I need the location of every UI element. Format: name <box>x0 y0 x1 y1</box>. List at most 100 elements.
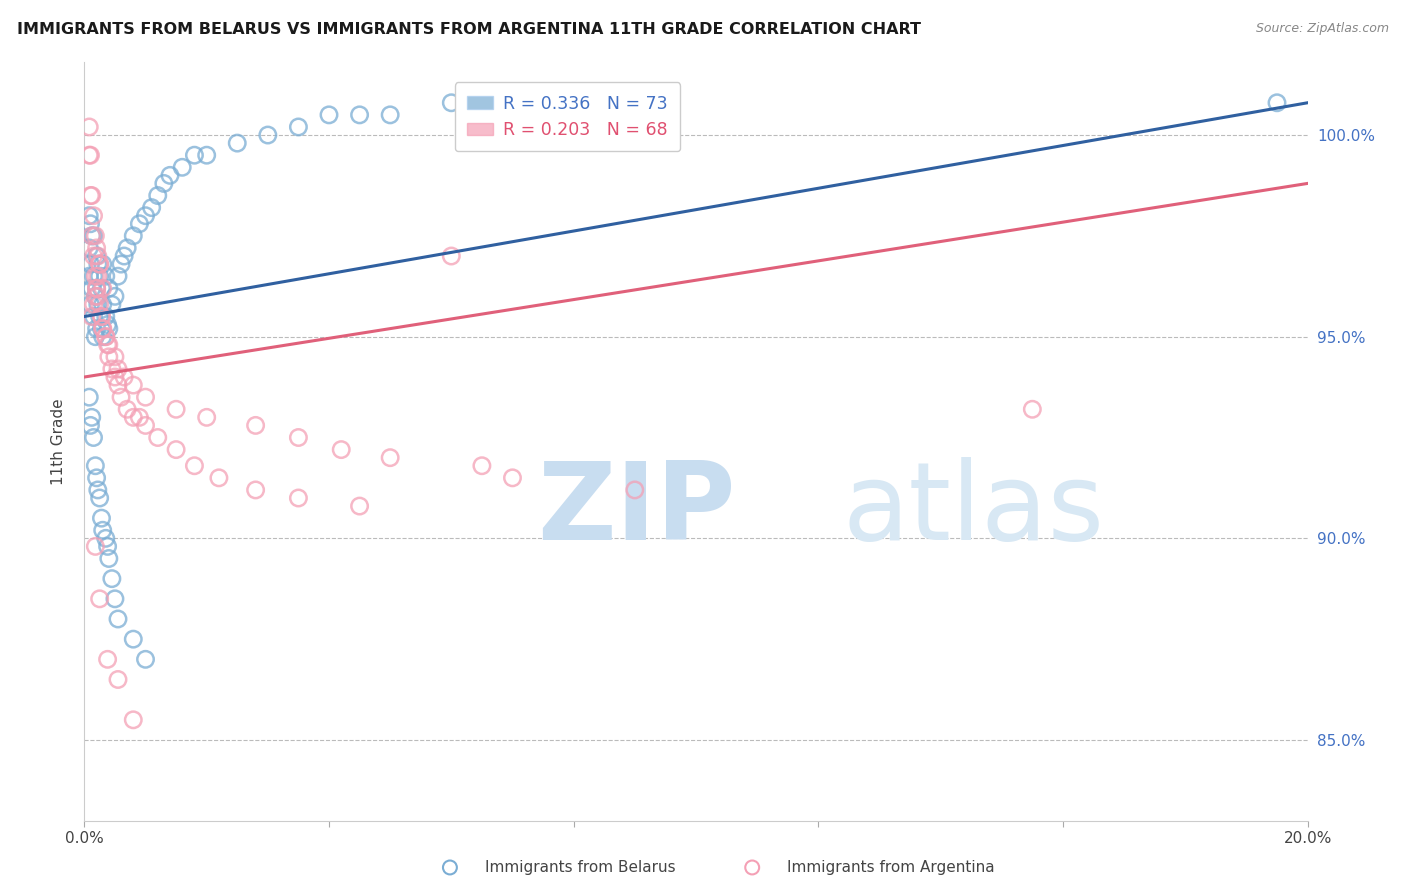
Point <box>77 241 100 255</box>
Point <box>172 161 194 175</box>
Point <box>89 591 111 606</box>
Point <box>86 321 108 335</box>
Point <box>287 120 309 134</box>
Point <box>104 289 127 303</box>
Point <box>97 321 120 335</box>
Point <box>79 418 101 433</box>
Point <box>94 310 117 324</box>
Point <box>107 269 129 284</box>
Point <box>1021 402 1043 417</box>
Point <box>146 430 169 444</box>
Point <box>208 471 231 485</box>
Text: IMMIGRANTS FROM BELARUS VS IMMIGRANTS FROM ARGENTINA 11TH GRADE CORRELATION CHAR: IMMIGRANTS FROM BELARUS VS IMMIGRANTS FR… <box>17 22 921 37</box>
Point <box>153 177 176 191</box>
Point <box>440 95 463 110</box>
Point <box>112 249 135 263</box>
Point <box>91 257 114 271</box>
Point <box>122 228 145 243</box>
Point <box>86 281 108 295</box>
Point <box>91 321 114 335</box>
Point <box>91 321 114 335</box>
Point <box>245 418 267 433</box>
Point <box>77 148 100 162</box>
Point <box>1265 95 1288 110</box>
Point <box>349 108 371 122</box>
Point <box>115 241 138 255</box>
Text: Immigrants from Argentina: Immigrants from Argentina <box>787 860 995 875</box>
Point <box>84 329 107 343</box>
Point <box>624 483 647 497</box>
Point <box>97 350 120 364</box>
Point <box>90 310 112 324</box>
Point <box>83 310 105 324</box>
Point <box>94 329 117 343</box>
Point <box>122 713 145 727</box>
Text: Source: ZipAtlas.com: Source: ZipAtlas.com <box>1256 22 1389 36</box>
Point <box>226 136 249 150</box>
Point <box>245 483 267 497</box>
Point <box>77 390 100 404</box>
Text: ZIP: ZIP <box>537 457 735 563</box>
Point <box>97 540 120 554</box>
Point <box>97 652 120 666</box>
Point <box>84 289 107 303</box>
Point <box>146 188 169 202</box>
Point <box>94 269 117 284</box>
Point <box>77 209 100 223</box>
Point <box>80 188 103 202</box>
Point <box>83 269 105 284</box>
Point <box>87 483 110 497</box>
Point <box>83 249 105 263</box>
Point <box>77 269 100 284</box>
Point <box>77 120 100 134</box>
Point <box>97 281 120 295</box>
Point <box>86 281 108 295</box>
Point <box>562 108 585 122</box>
Point <box>83 228 105 243</box>
Point <box>330 442 353 457</box>
Point <box>84 228 107 243</box>
Point <box>90 321 112 335</box>
Point <box>79 217 101 231</box>
Point <box>122 632 145 647</box>
Point <box>135 390 157 404</box>
Point <box>183 458 205 473</box>
Text: Immigrants from Belarus: Immigrants from Belarus <box>485 860 676 875</box>
Point <box>83 297 105 311</box>
Point <box>83 209 105 223</box>
Point <box>440 249 463 263</box>
Point <box>110 257 132 271</box>
Point <box>91 297 114 311</box>
Point <box>97 318 120 332</box>
Point <box>86 471 108 485</box>
Point <box>165 442 187 457</box>
Point <box>80 310 103 324</box>
Point <box>135 418 157 433</box>
Point <box>90 511 112 525</box>
Point <box>83 430 105 444</box>
Point <box>112 370 135 384</box>
Point <box>79 297 101 311</box>
Point <box>101 297 124 311</box>
Point <box>107 612 129 626</box>
Point <box>79 188 101 202</box>
Point <box>104 350 127 364</box>
Point <box>107 378 129 392</box>
Point <box>89 269 111 284</box>
Y-axis label: 11th Grade: 11th Grade <box>51 398 66 485</box>
Point <box>89 491 111 505</box>
Point <box>471 458 494 473</box>
Point <box>80 228 103 243</box>
Point <box>89 257 111 271</box>
Point <box>97 337 120 351</box>
Point <box>349 499 371 513</box>
Point <box>165 402 187 417</box>
Point <box>84 269 107 284</box>
Point <box>135 209 157 223</box>
Point <box>84 458 107 473</box>
Point <box>159 169 181 183</box>
Point <box>110 390 132 404</box>
Point <box>101 572 124 586</box>
Point <box>104 591 127 606</box>
Point <box>86 241 108 255</box>
